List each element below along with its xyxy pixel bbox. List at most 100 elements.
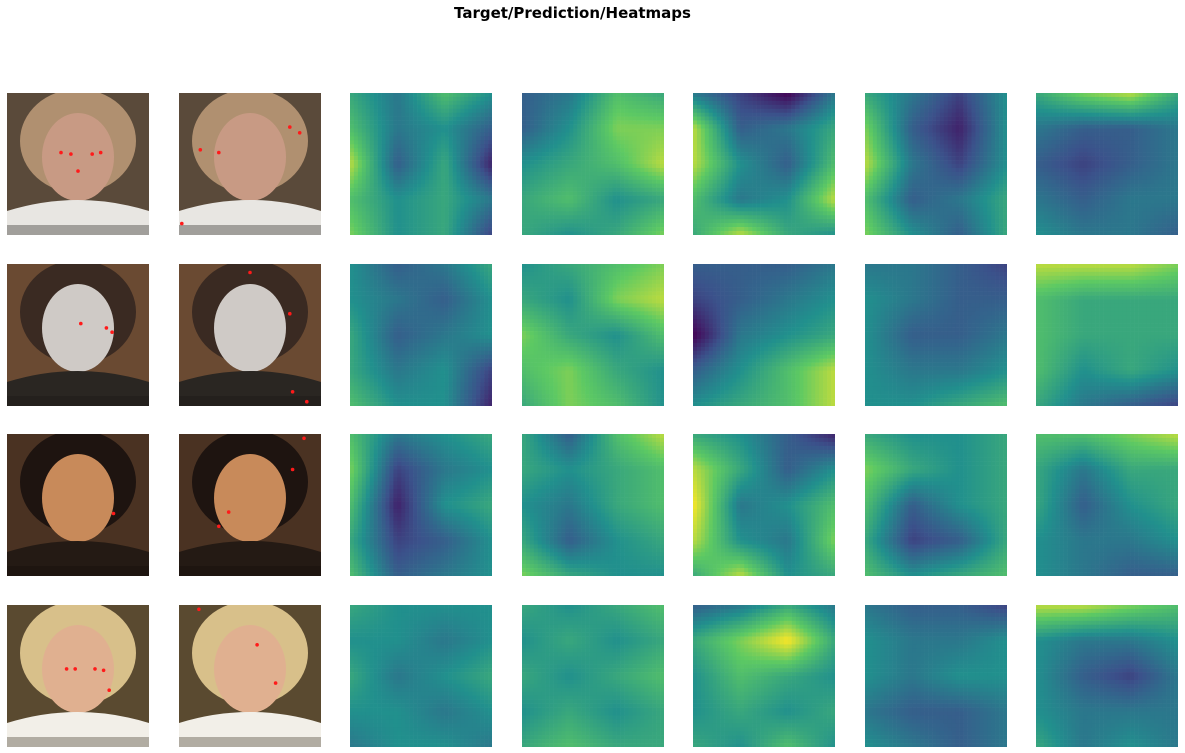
- heatmap-cell: [928, 183, 933, 188]
- heatmap-cell: [744, 108, 749, 114]
- heatmap-cell: [405, 171, 410, 177]
- heatmap-cell: [413, 179, 418, 185]
- heatmap-cell: [1003, 167, 1007, 173]
- heatmap-cell: [708, 132, 714, 137]
- heatmap-cell: [476, 116, 481, 121]
- heatmap-cell: [716, 140, 721, 145]
- heatmap-cell: [428, 112, 434, 117]
- heatmap-cell: [959, 132, 964, 137]
- heatmap-cell: [936, 128, 941, 133]
- heatmap-cell: [440, 136, 445, 141]
- heatmap-cell: [573, 120, 578, 125]
- heatmap-cell: [561, 140, 566, 145]
- heatmap-cell: [995, 96, 1000, 102]
- heatmap-cell: [452, 164, 457, 169]
- heatmap-cell: [636, 136, 641, 141]
- heatmap-cell: [868, 124, 874, 129]
- heatmap-cell: [775, 100, 781, 106]
- heatmap-cell: [693, 104, 698, 110]
- heatmap-cell: [522, 187, 527, 192]
- heatmap-cell: [740, 179, 745, 185]
- heatmap-cell: [904, 152, 909, 157]
- heatmap-cell: [760, 132, 765, 137]
- heatmap-cell: [815, 187, 820, 192]
- heatmap-cell: [771, 116, 777, 121]
- heatmap-cell: [596, 120, 602, 125]
- heatmap-cell: [815, 148, 820, 153]
- heatmap-cell: [612, 100, 617, 106]
- heatmap-cell: [868, 108, 874, 114]
- heatmap-cell: [995, 93, 1000, 98]
- heatmap-cell: [456, 211, 461, 216]
- heatmap-cell: [708, 148, 714, 153]
- heatmap-cell: [628, 171, 633, 177]
- heatmap-cell: [756, 136, 761, 141]
- heatmap-cell: [924, 124, 929, 129]
- heatmap-cell: [573, 104, 578, 110]
- heatmap-cell: [943, 203, 949, 208]
- heatmap-cell: [397, 160, 402, 165]
- heatmap-cell: [632, 223, 637, 228]
- heatmap-cell: [823, 164, 828, 169]
- heatmap-cell: [533, 128, 539, 133]
- heatmap-cell: [712, 124, 717, 129]
- heatmap-cell: [872, 187, 878, 192]
- heatmap-cell: [648, 124, 653, 129]
- heatmap-cell: [827, 223, 832, 228]
- heatmap-cell: [549, 195, 554, 200]
- heatmap-cell: [708, 219, 714, 224]
- heatmap-cell: [612, 156, 617, 161]
- heatmap-cell: [353, 179, 359, 185]
- heatmap-cell: [460, 187, 465, 192]
- heatmap-cell: [767, 171, 773, 177]
- heatmap-cell: [432, 191, 438, 196]
- heatmap-cell: [537, 120, 543, 125]
- heatmap-cell: [916, 199, 921, 204]
- heatmap-cell: [616, 223, 621, 228]
- heatmap-cell: [529, 120, 535, 125]
- heatmap-cell: [752, 108, 757, 114]
- heatmap-cell: [880, 175, 886, 181]
- heatmap-cell: [620, 211, 625, 216]
- heatmap-cell: [987, 93, 992, 98]
- heatmap-cell: [924, 195, 929, 200]
- heatmap-cell: [636, 120, 641, 125]
- heatmap-cell: [413, 203, 418, 208]
- heatmap-cell: [708, 179, 714, 185]
- heatmap-cell: [779, 152, 785, 157]
- heatmap-cell: [872, 96, 878, 102]
- heatmap-cell: [413, 120, 418, 125]
- heatmap-cell: [779, 207, 785, 212]
- heatmap-cell: [939, 96, 945, 102]
- heatmap-cell: [967, 179, 972, 185]
- heatmap-cell: [385, 144, 390, 149]
- heatmap-cell: [604, 179, 610, 185]
- heatmap-cell: [900, 179, 905, 185]
- heatmap-cell: [827, 167, 832, 173]
- heatmap-cell: [884, 203, 889, 208]
- heatmap-cell: [947, 140, 953, 145]
- heatmap-cell: [720, 104, 725, 110]
- heatmap-cell: [549, 160, 554, 165]
- heatmap-cell: [448, 199, 453, 204]
- heatmap-cell: [624, 179, 629, 185]
- heatmap-cell: [456, 144, 461, 149]
- heatmap-cell: [361, 195, 367, 200]
- heatmap-cell: [888, 112, 893, 117]
- heatmap-cell: [545, 148, 550, 153]
- heatmap-cell: [720, 152, 725, 157]
- target-landmark-point: [59, 150, 63, 155]
- heatmap-cell: [522, 144, 527, 149]
- heatmap-cell: [939, 183, 945, 188]
- heatmap-cell: [393, 144, 398, 149]
- heatmap-cell: [932, 132, 937, 137]
- heatmap-cell: [868, 175, 874, 181]
- heatmap-cell: [361, 171, 367, 177]
- heatmap-cell: [660, 223, 664, 228]
- heatmap-cell: [480, 203, 485, 208]
- heatmap-cell: [819, 104, 824, 110]
- heatmap-cell: [868, 112, 874, 117]
- heatmap-cell: [569, 223, 574, 228]
- heatmap-cell: [456, 195, 461, 200]
- heatmap-cell: [756, 203, 761, 208]
